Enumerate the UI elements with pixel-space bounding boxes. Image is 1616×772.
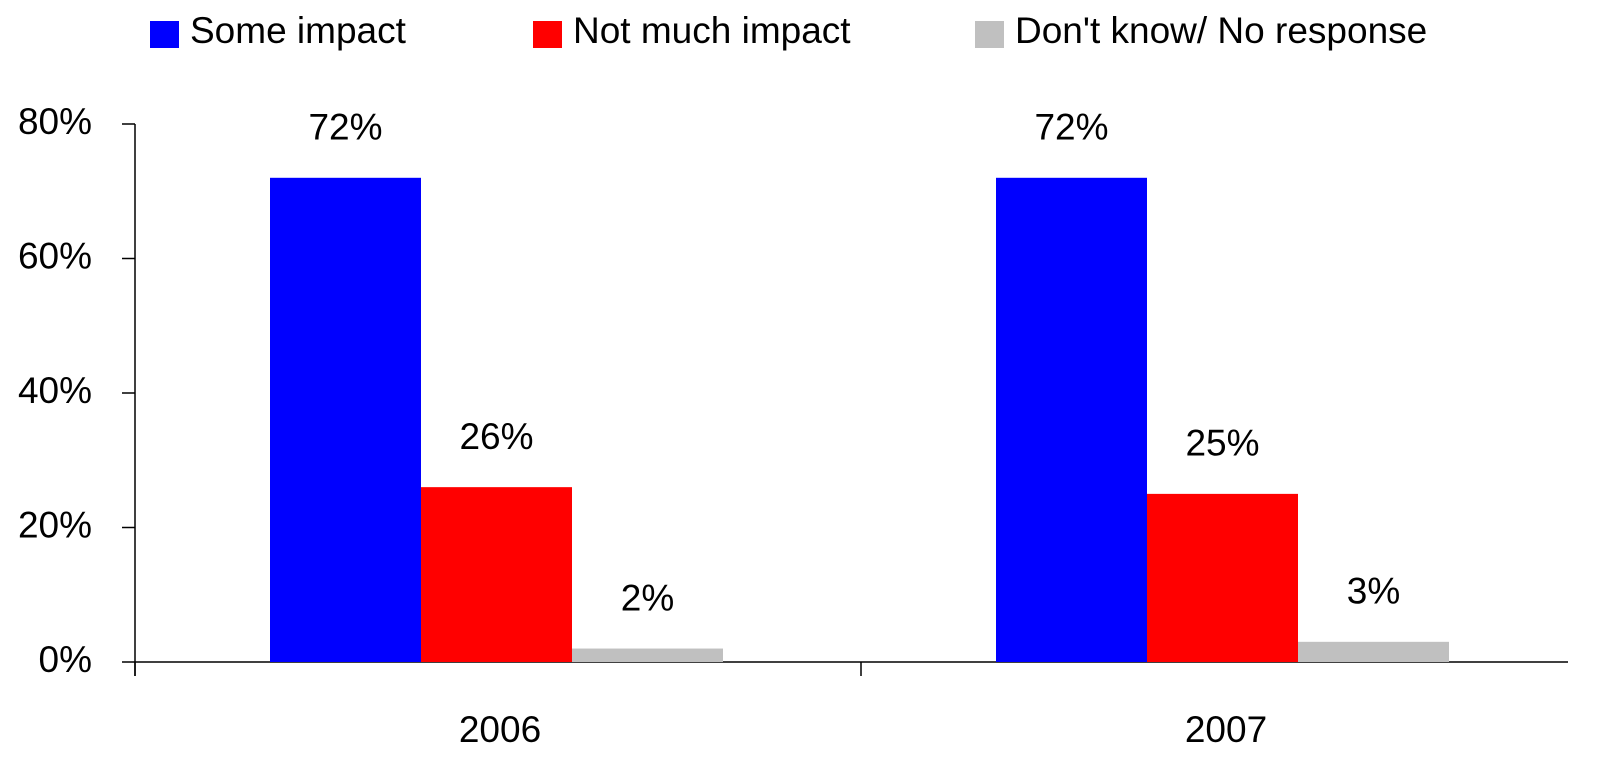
legend-label: Not much impact [573, 10, 851, 51]
data-label: 26% [459, 416, 533, 457]
legend-swatch [975, 21, 1004, 48]
y-tick-label: 0% [39, 639, 92, 680]
y-tick-label: 40% [18, 370, 92, 411]
y-tick-label: 60% [18, 235, 92, 276]
bar [270, 177, 421, 663]
y-tick-label: 20% [18, 504, 92, 545]
bar [572, 648, 723, 662]
data-label: 25% [1185, 423, 1259, 464]
bar [421, 487, 572, 662]
data-label: 72% [1034, 107, 1108, 148]
legend-label: Don't know/ No response [1015, 10, 1427, 51]
data-label: 72% [308, 107, 382, 148]
data-label: 2% [621, 577, 674, 618]
data-label: 3% [1347, 571, 1400, 612]
x-tick-label: 2007 [1185, 709, 1267, 750]
bar [1298, 641, 1449, 662]
legend-label: Some impact [190, 10, 407, 51]
bar [996, 177, 1147, 663]
legend-swatch [533, 21, 562, 48]
x-tick-label: 2006 [459, 709, 541, 750]
bar [1147, 493, 1298, 662]
y-tick-label: 80% [18, 101, 92, 142]
legend-swatch [150, 21, 179, 48]
